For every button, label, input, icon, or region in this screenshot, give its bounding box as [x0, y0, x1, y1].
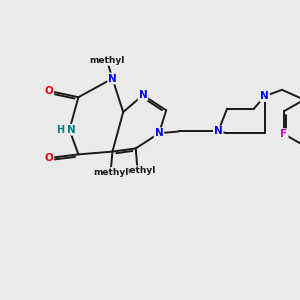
Text: O: O — [45, 153, 53, 163]
Text: N: N — [214, 127, 223, 136]
Text: N: N — [260, 91, 269, 101]
Text: H: H — [56, 125, 64, 135]
Text: O: O — [45, 86, 53, 96]
Text: N: N — [108, 74, 117, 83]
Text: methyl: methyl — [120, 166, 155, 175]
Text: F: F — [280, 129, 288, 139]
Text: N: N — [155, 128, 164, 138]
Text: methyl: methyl — [93, 168, 128, 177]
Text: methyl: methyl — [89, 56, 125, 65]
Text: N: N — [67, 125, 75, 135]
Text: N: N — [139, 90, 147, 100]
